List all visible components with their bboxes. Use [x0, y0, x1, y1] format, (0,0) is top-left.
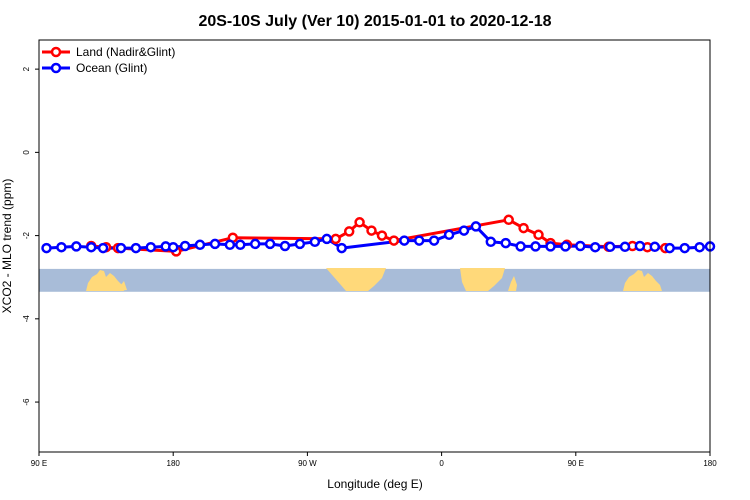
series-1-point — [56, 241, 67, 253]
series-layer — [41, 214, 716, 257]
series-1-point — [515, 241, 526, 252]
series-1-point — [145, 241, 157, 253]
series-1-point — [97, 242, 109, 254]
x-tick-label: 180 — [167, 459, 181, 468]
series-1-point — [485, 236, 497, 248]
series-1-point — [115, 242, 127, 254]
series-1-point — [679, 242, 690, 254]
series-1-point — [664, 242, 675, 254]
series-1-point — [71, 241, 82, 252]
series-0-point — [354, 217, 365, 228]
y-tick-label: -2 — [22, 231, 31, 239]
series-1-point — [167, 241, 179, 253]
series-1-point — [399, 235, 410, 246]
y-axis-label: XCO2 - MLO trend (ppm) — [0, 179, 14, 314]
series-1-point — [194, 239, 206, 251]
y-axis: 2 0 -2 -4 -6 — [22, 66, 39, 406]
series-0-point — [503, 214, 514, 226]
series-1-point — [604, 241, 616, 253]
series-1-point — [321, 233, 333, 245]
x-axis: 90 E 180 90 W 0 90 E 180 — [31, 452, 717, 468]
legend-label-ocean: Ocean (Glint) — [76, 61, 147, 75]
series-0-point — [376, 230, 388, 241]
series-1-point — [470, 221, 482, 232]
legend-marker-ocean — [50, 62, 62, 74]
series-1-point — [130, 242, 142, 254]
series-1-point — [413, 235, 425, 246]
series-0-point — [343, 226, 355, 237]
x-tick-label: 90 W — [298, 459, 317, 468]
land-shape — [508, 276, 517, 291]
series-1-point — [85, 241, 97, 253]
series-1-point — [309, 236, 321, 248]
series-0-point — [330, 233, 341, 245]
series-1-point — [224, 239, 236, 251]
series-1-point — [249, 238, 261, 250]
map-strip — [39, 268, 710, 292]
series-1-point — [545, 241, 556, 252]
x-tick-label: 0 — [439, 459, 444, 468]
y-tick-label: 0 — [22, 150, 31, 155]
series-1-point — [209, 238, 221, 250]
x-axis-label: Longitude (deg E) — [327, 477, 422, 491]
series-1-point — [41, 242, 52, 254]
x-tick-label: 90 E — [568, 459, 584, 468]
land-shape — [118, 281, 127, 291]
series-1-point — [294, 238, 306, 250]
series-1-point — [179, 240, 191, 252]
series-1-point — [634, 240, 646, 252]
series-1-point — [575, 240, 586, 252]
series-1-point — [279, 240, 291, 252]
series-0-point — [533, 229, 544, 241]
series-1-point — [235, 239, 246, 251]
series-0-point — [388, 235, 400, 246]
series-1-point — [500, 237, 511, 249]
plot-frame — [38, 39, 711, 453]
x-tick-label: 180 — [703, 459, 717, 468]
legend-marker-land — [50, 46, 62, 58]
series-1-point — [458, 225, 470, 236]
series-1-point — [530, 241, 541, 252]
series-1-point — [560, 241, 571, 252]
land-shape — [460, 268, 505, 291]
series-1-point — [649, 241, 661, 253]
series-1-point — [428, 235, 440, 246]
y-tick-label: -4 — [22, 315, 31, 323]
y-tick-label: 2 — [22, 66, 31, 71]
series-1-point — [589, 241, 601, 253]
series-1-point — [443, 229, 455, 241]
series-1-point — [619, 241, 631, 253]
chart-title: 20S-10S July (Ver 10) 2015-01-01 to 2020… — [198, 13, 551, 30]
land-shape — [86, 270, 124, 291]
series-1-point — [336, 242, 347, 254]
series-1-point — [694, 241, 705, 253]
land-shape — [623, 270, 662, 291]
legend: Land (Nadir&Glint) Ocean (Glint) — [42, 45, 175, 75]
land-shape — [326, 268, 386, 291]
series-1-point — [264, 238, 276, 250]
y-tick-label: -6 — [22, 398, 31, 406]
x-tick-label: 90 E — [31, 459, 47, 468]
legend-label-land: Land (Nadir&Glint) — [76, 45, 175, 59]
series-0-point — [366, 225, 377, 236]
series-0-point — [518, 222, 529, 234]
